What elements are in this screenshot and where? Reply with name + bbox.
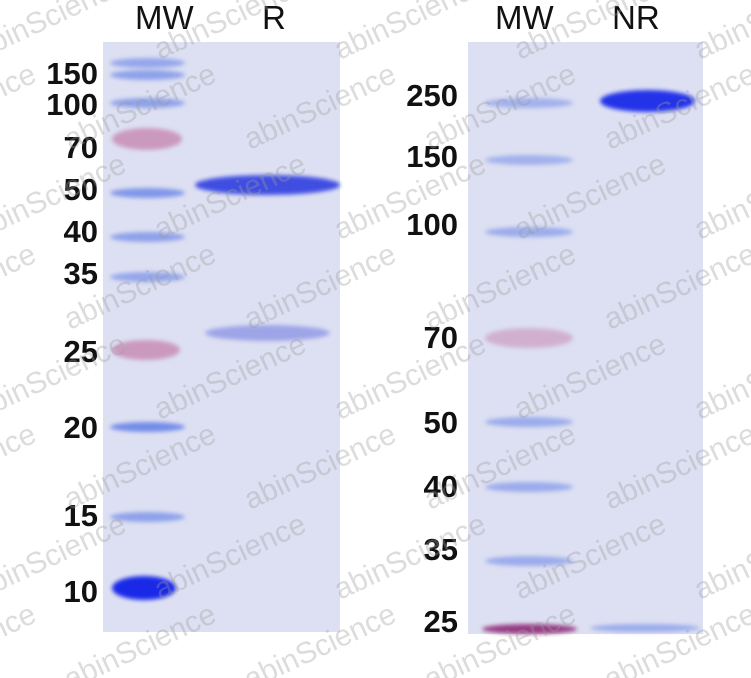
mw-label-25: 25 — [63, 334, 98, 369]
lane-label-nr: NR — [612, 0, 660, 36]
marker-band — [110, 232, 185, 242]
lane-label-r: R — [262, 0, 286, 36]
marker-band — [110, 512, 185, 522]
marker-band — [482, 624, 577, 634]
mw-label-25: 25 — [423, 604, 458, 639]
lane-label-mw-right: MW — [495, 0, 554, 36]
right-gel — [468, 42, 703, 634]
marker-band — [110, 70, 185, 80]
lane-label-mw-left: MW — [135, 0, 194, 36]
mw-label-10: 10 — [63, 574, 98, 609]
mw-label-100: 100 — [406, 207, 458, 242]
sample-band-r-heavy — [195, 175, 340, 195]
mw-label-40: 40 — [423, 469, 458, 504]
mw-label-35: 35 — [423, 532, 458, 567]
watermark: abinScience — [0, 597, 41, 678]
marker-band — [110, 272, 185, 282]
mw-label-15: 15 — [63, 498, 98, 533]
marker-band — [485, 482, 573, 492]
marker-band — [485, 417, 573, 427]
mw-label-20: 20 — [63, 410, 98, 445]
marker-band — [485, 328, 573, 348]
mw-label-50: 50 — [63, 172, 98, 207]
marker-band — [110, 422, 185, 432]
marker-band — [485, 98, 573, 108]
mw-label-35: 35 — [63, 256, 98, 291]
marker-band — [485, 227, 573, 237]
marker-band — [110, 98, 185, 108]
mw-label-100: 100 — [46, 87, 98, 122]
sample-band-nr — [600, 90, 695, 112]
marker-band — [112, 576, 176, 600]
mw-label-70: 70 — [63, 130, 98, 165]
marker-band — [112, 340, 180, 360]
watermark: abinScience — [329, 0, 491, 66]
mw-label-50: 50 — [423, 405, 458, 440]
marker-band — [112, 128, 182, 150]
sample-band-r-light — [205, 325, 330, 341]
mw-label-150: 150 — [46, 56, 98, 91]
marker-band — [110, 188, 185, 198]
marker-band — [110, 58, 185, 68]
mw-label-150: 150 — [406, 139, 458, 174]
marker-band — [485, 155, 573, 165]
mw-label-70: 70 — [423, 320, 458, 355]
mw-label-250: 250 — [406, 78, 458, 113]
mw-label-40: 40 — [63, 214, 98, 249]
marker-band — [590, 624, 700, 632]
marker-band — [485, 556, 573, 566]
